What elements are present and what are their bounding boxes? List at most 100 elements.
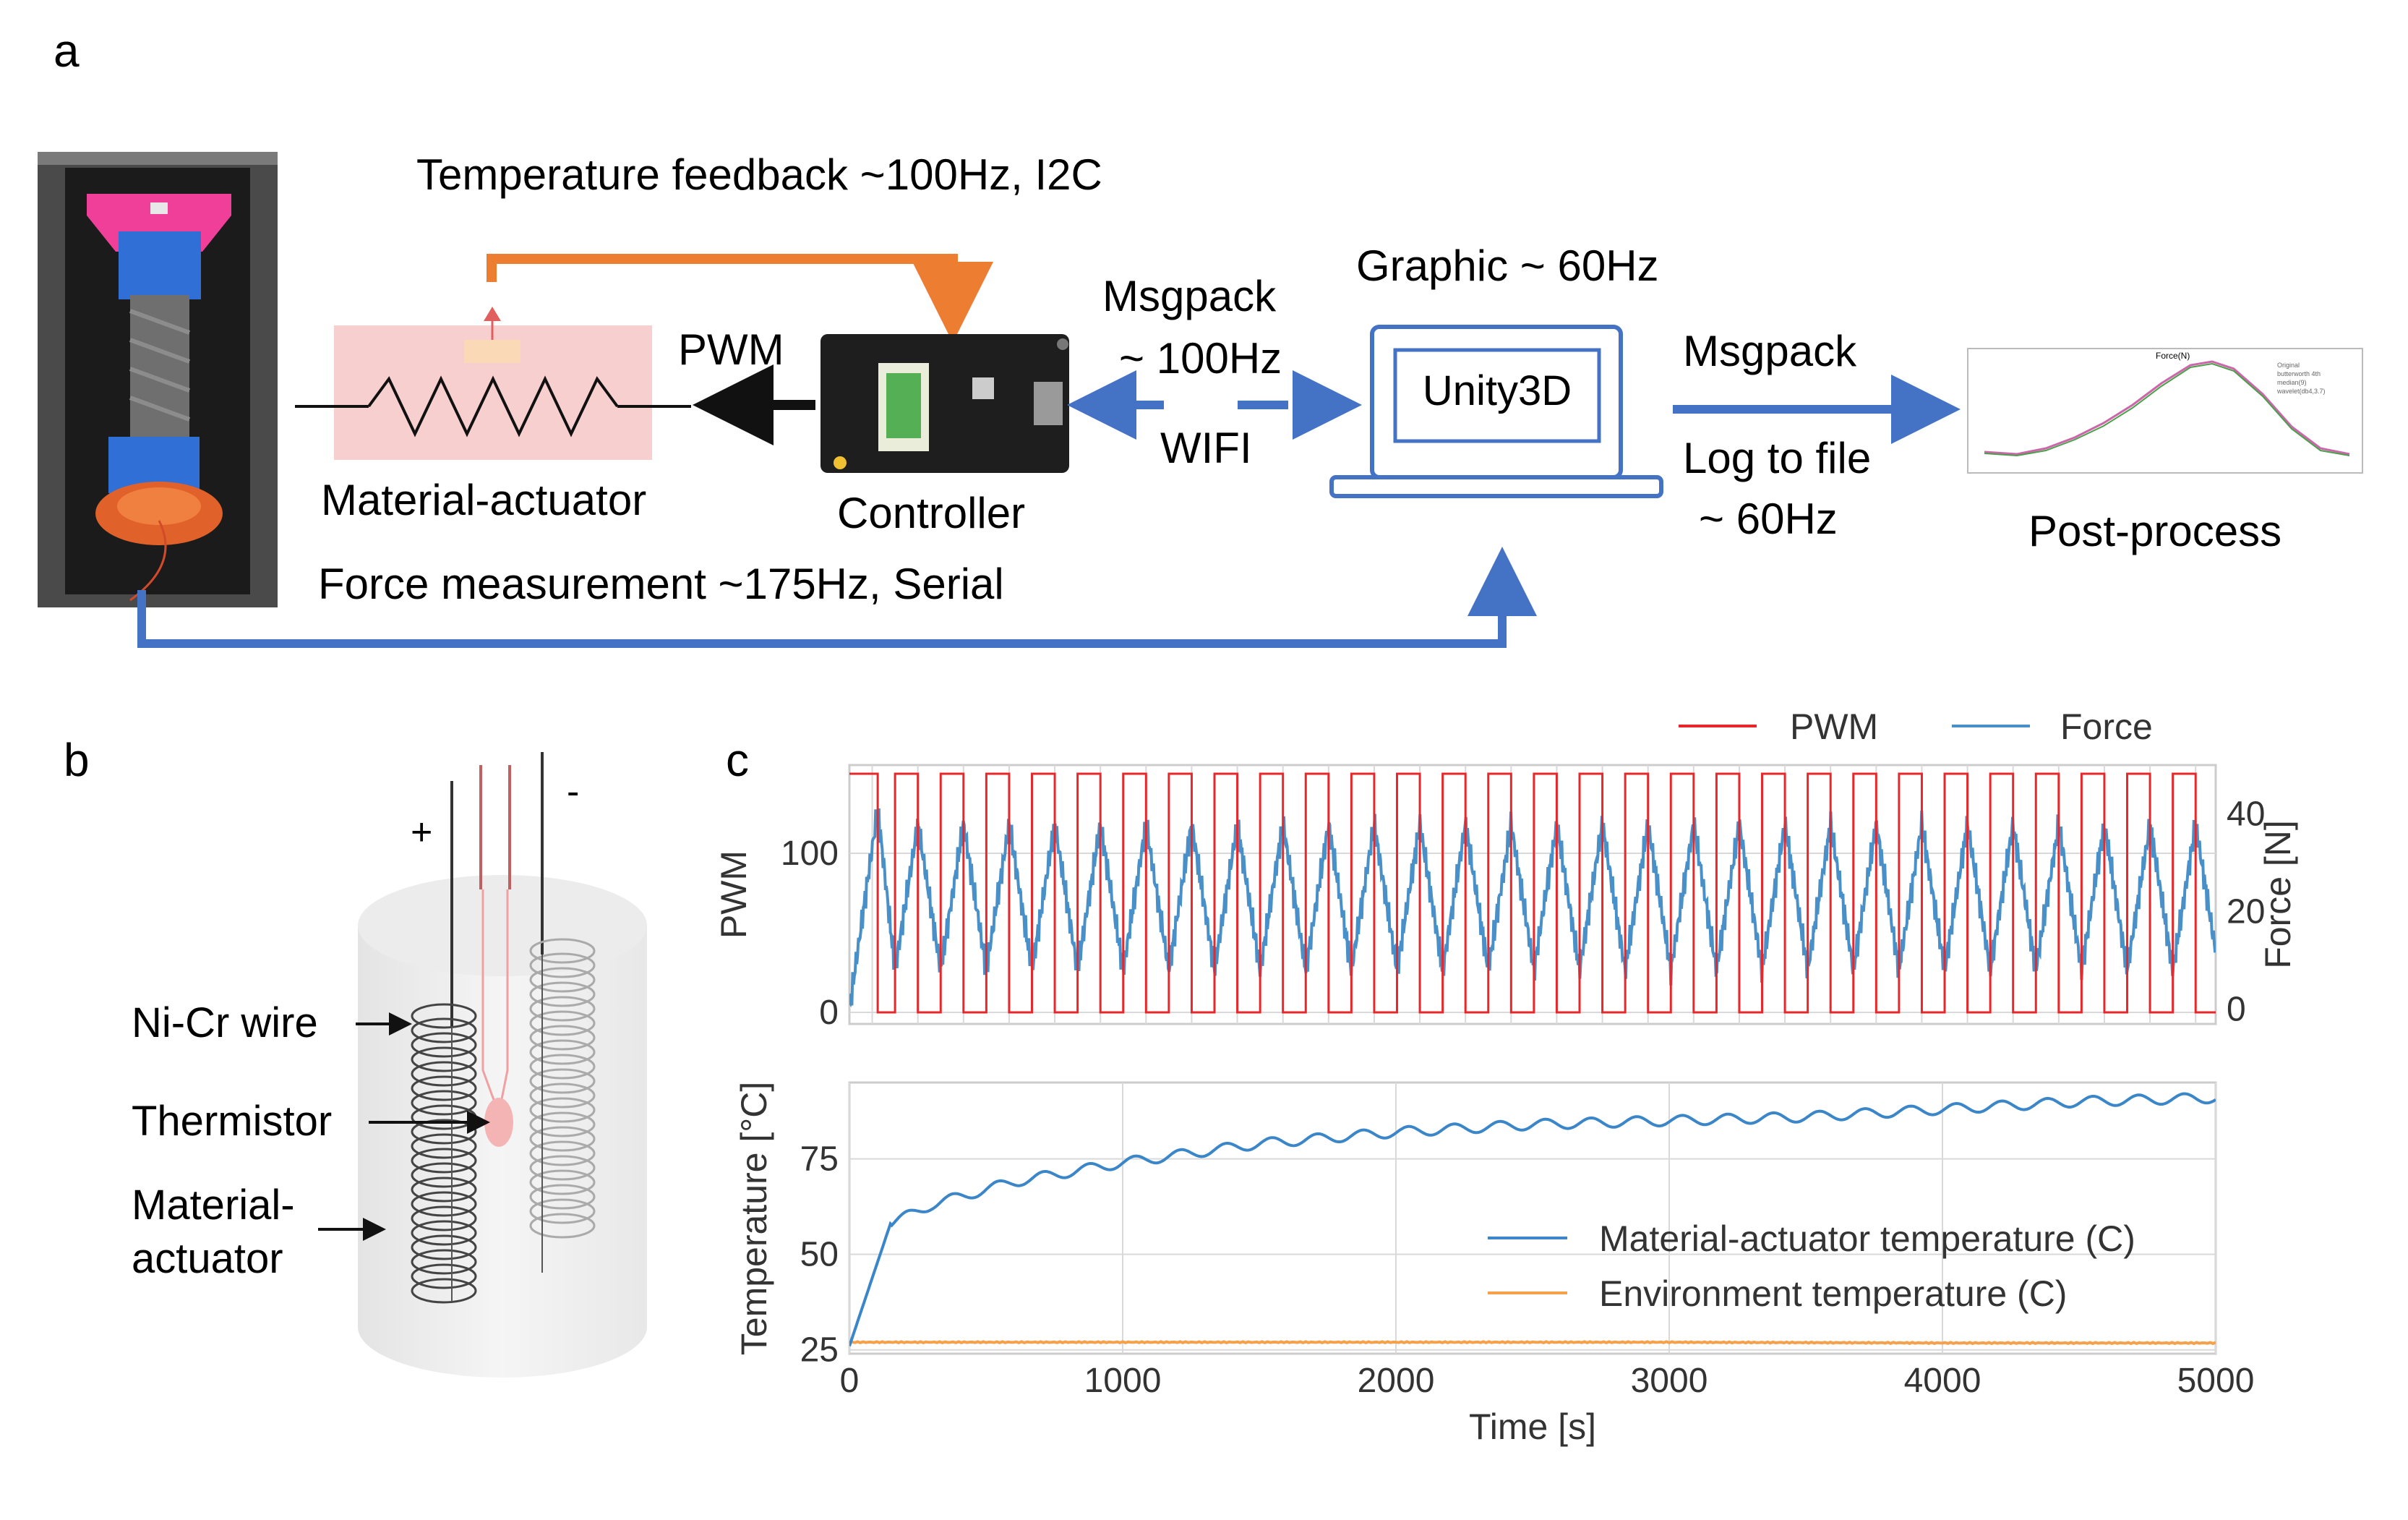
legend-pwm-label: PWM (1790, 706, 1878, 747)
coil-turn (529, 1097, 596, 1123)
coil-turn (529, 952, 596, 978)
coil-turn (529, 1140, 596, 1166)
chart1-right-tick-label: 40 (2227, 795, 2265, 834)
left-coil (411, 1003, 477, 1304)
chart2-ytick-label: 75 (800, 1140, 839, 1179)
pwm-label: PWM (678, 325, 784, 374)
chart2-legend: Material-actuator temperature (C) Enviro… (1488, 1218, 2135, 1314)
coil-turn (529, 1184, 596, 1210)
msgpack-right-label: Msgpack (1683, 327, 1857, 375)
coil-turn (529, 1169, 596, 1195)
msgpack-left-rate: ~ 100Hz (1119, 334, 1282, 383)
controller-board (820, 334, 1069, 473)
chart2-grid (849, 1083, 2216, 1354)
coil-turn (411, 1075, 477, 1101)
graphic-label: Graphic ~ 60Hz (1356, 242, 1659, 290)
chart1-left-ticks: 0 100 (781, 834, 839, 1032)
pwm-force-chart: 0 100 0 20 40 PWM Force [N] PWM Force (714, 706, 2298, 1032)
thumb-legend-1: Original (2277, 362, 2300, 369)
coil-turn (411, 1205, 477, 1231)
material-actuator-label: Material-actuator (321, 476, 646, 524)
chart2-ytick-label: 25 (800, 1331, 839, 1370)
chart1-right-tick-label: 0 (2227, 991, 2246, 1029)
unity-label: Unity3D (1423, 367, 1572, 414)
coil-turn (411, 1003, 477, 1029)
temperature-feedback-arrow (487, 254, 993, 343)
plus-label: + (411, 811, 432, 853)
actuator-illustration (358, 752, 647, 1378)
pwm-series-line (849, 772, 2216, 1014)
coil-turn (411, 1061, 477, 1087)
actuator-label-2: actuator (132, 1235, 283, 1282)
thermistor-label: Thermistor (132, 1098, 332, 1145)
thumb-legend-2: butterworth 4th (2277, 370, 2321, 377)
thumb-legend-3: median(9) (2277, 379, 2307, 386)
force-measurement-arrow (137, 547, 1537, 648)
chart1-ylabel: PWM (714, 850, 754, 939)
coil-turn (529, 1010, 596, 1036)
chart1-legend: PWM Force (1679, 706, 2153, 747)
coil-turn (529, 967, 596, 993)
coil-turn (411, 1249, 477, 1275)
legend-material-label: Material-actuator temperature (C) (1599, 1218, 2135, 1259)
log-label: Log to file (1683, 434, 1871, 482)
coil-turn (411, 1220, 477, 1246)
legend-force-label: Force (2060, 706, 2153, 747)
coil-turn (529, 1213, 596, 1239)
force-measurement-label: Force measurement ~175Hz, Serial (318, 560, 1004, 608)
coil-turn (529, 1111, 596, 1137)
chart2-ytick-label: 50 (800, 1236, 839, 1274)
chart2-xtick-label: 3000 (1631, 1362, 1708, 1400)
coil-turn (411, 1090, 477, 1116)
panel-label-b: b (64, 734, 90, 786)
coil-turn (411, 1162, 477, 1188)
coil-turn (411, 1191, 477, 1217)
coil-turn (411, 1278, 477, 1304)
coil-turn (411, 1263, 477, 1289)
chart1-ytick-label: 100 (781, 834, 839, 873)
chart2-xlabel: Time [s] (1469, 1406, 1596, 1447)
coil-turn (411, 1046, 477, 1072)
material-actuator-symbol (295, 307, 691, 460)
coil-turn (411, 1234, 477, 1260)
coil-turn (529, 1039, 596, 1065)
chart1-ytick-label: 0 (819, 994, 839, 1032)
coil-turn (411, 1133, 477, 1159)
chart1-right-ticks: 0 20 40 (2227, 795, 2265, 1029)
laptop-icon (1329, 325, 1663, 498)
right-coil (529, 938, 596, 1239)
chart2-x-ticks: 0 1000 2000 3000 4000 5000 (840, 1362, 2255, 1400)
nicr-label: Ni-Cr wire (132, 999, 318, 1046)
chart2-xtick-label: 2000 (1358, 1362, 1435, 1400)
legend-environment-label: Environment temperature (C) (1599, 1273, 2067, 1314)
coil-turn (529, 1054, 596, 1080)
coil-turn (529, 1025, 596, 1051)
temperature-chart: 25 50 75 0 1000 2000 3000 4000 5000 Temperature… (734, 1081, 2255, 1447)
coil-turn (529, 1155, 596, 1181)
coil-turn (411, 1017, 477, 1043)
post-process-thumbnail: Force(N) Original butterworth 4th median… (1967, 348, 2363, 474)
coil-turn (529, 1083, 596, 1109)
coil-turn (411, 1032, 477, 1058)
coil-turn (529, 1198, 596, 1224)
post-process-label: Post-process (2028, 507, 2281, 555)
chart2-y-ticks: 25 50 75 (800, 1140, 839, 1370)
log-rate: ~ 60Hz (1699, 495, 1838, 543)
msgpack-left-label: Msgpack (1102, 272, 1277, 320)
controller-label: Controller (837, 489, 1025, 537)
chart2-ylabel: Temperature [°C] (734, 1082, 774, 1355)
coil-turn (529, 981, 596, 1007)
coil-turn (529, 996, 596, 1022)
coil-turn (529, 1068, 596, 1094)
chart2-xtick-label: 1000 (1084, 1362, 1162, 1400)
environment-temperature-line (849, 1340, 2216, 1346)
chart2-xtick-label: 0 (840, 1362, 860, 1400)
material-temperature-line (849, 1092, 2216, 1347)
coil-turn (411, 1148, 477, 1174)
coil-turn (529, 938, 596, 964)
chart1-ylabel-right: Force [N] (2258, 820, 2298, 969)
temperature-feedback-label: Temperature feedback ~100Hz, I2C (416, 150, 1102, 199)
minus-label: - (567, 771, 579, 813)
coil-turn (529, 1126, 596, 1152)
chart1-right-tick-label: 20 (2227, 893, 2265, 931)
